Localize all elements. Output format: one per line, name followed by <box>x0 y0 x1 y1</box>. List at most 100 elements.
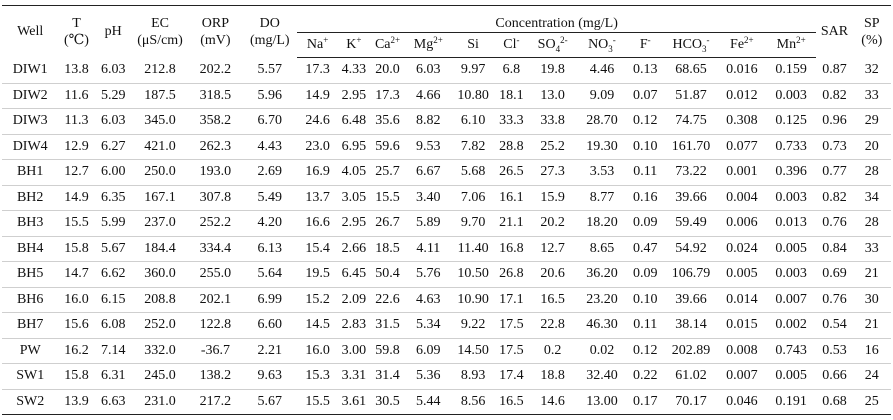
value-cell: 36.20 <box>577 261 627 288</box>
value-cell: 6.13 <box>242 236 297 262</box>
value-cell: 4.20 <box>242 210 297 237</box>
value-cell: 0.82 <box>816 83 853 109</box>
value-cell: 5.36 <box>405 363 451 390</box>
value-cell: 122.8 <box>188 312 243 339</box>
value-cell: 7.14 <box>94 338 132 364</box>
value-cell: 334.4 <box>188 236 243 262</box>
value-cell: 24.6 <box>296 108 339 135</box>
ion-charge: - <box>516 35 520 45</box>
well-name-cell: BH4 <box>2 236 59 262</box>
value-cell: 21 <box>852 261 891 288</box>
ion-charge: + <box>323 35 329 45</box>
value-cell: 14.50 <box>450 338 496 364</box>
value-cell: 9.70 <box>450 210 496 237</box>
value-cell: 16.2 <box>58 338 95 364</box>
ion-subscript: 3 <box>702 43 707 54</box>
value-cell: 5.68 <box>450 159 496 186</box>
value-cell: 46.30 <box>577 312 627 339</box>
ion-charge: - <box>612 34 616 45</box>
value-cell: 0.11 <box>626 312 665 339</box>
value-cell: 18.8 <box>527 363 578 390</box>
value-cell: 3.61 <box>338 389 370 415</box>
value-cell: 50.4 <box>369 261 406 288</box>
value-cell: 0.005 <box>766 363 817 390</box>
well-name-cell: BH3 <box>2 210 59 237</box>
value-cell: 0.014 <box>717 287 766 313</box>
value-cell: 15.2 <box>296 287 339 313</box>
value-cell: 0.10 <box>626 134 665 160</box>
value-cell: 10.80 <box>450 83 496 109</box>
value-cell: 24 <box>852 363 891 390</box>
value-cell: 15.6 <box>58 312 95 339</box>
value-cell: 15.5 <box>58 210 95 237</box>
value-cell: 28.70 <box>577 108 627 135</box>
value-cell: 4.66 <box>405 83 451 109</box>
header-sp-unit: (%) <box>861 32 883 48</box>
value-cell: 21 <box>852 312 891 339</box>
value-cell: 15.5 <box>369 185 406 211</box>
header-ec-label: EC <box>151 15 169 31</box>
value-cell: 29 <box>852 108 891 135</box>
value-cell: 6.63 <box>94 389 132 415</box>
water-quality-table: Well T (℃) pH EC (μS/cm) ORP (mV) DO (mg… <box>2 5 891 415</box>
value-cell: 22.6 <box>369 287 406 313</box>
ion-symbol: SO <box>537 36 556 52</box>
value-cell: 6.03 <box>94 108 132 135</box>
table-row: PW 16.2 7.14 332.0 -36.7 2.21 16.0 3.00 59.8 6.09… <box>2 338 891 364</box>
value-cell: 6.99 <box>242 287 297 313</box>
table-row: SW1 15.8 6.31 245.0 138.2 9.63 15.3 3.31 31.4 5.3… <box>2 363 891 390</box>
value-cell: 6.35 <box>94 185 132 211</box>
ion-symbol: Na <box>306 37 324 52</box>
well-name-cell: BH5 <box>2 261 59 288</box>
value-cell: 202.1 <box>188 287 243 313</box>
well-name-cell: DIW2 <box>2 83 59 109</box>
ion-charge: 2+ <box>744 35 754 45</box>
header-sp-label: SP <box>864 15 880 31</box>
header-ion-hco: HCO3- <box>664 32 718 58</box>
value-cell: 10.50 <box>450 261 496 288</box>
value-cell: 31.4 <box>369 363 406 390</box>
header-concentration: Concentration (mg/L) <box>296 5 817 33</box>
value-cell: 0.73 <box>816 134 853 160</box>
value-cell: 184.4 <box>131 236 189 262</box>
value-cell: 0.82 <box>816 185 853 211</box>
value-cell: 0.308 <box>717 108 766 135</box>
value-cell: 12.7 <box>58 159 95 186</box>
value-cell: 38.14 <box>664 312 718 339</box>
value-cell: 6.70 <box>242 108 297 135</box>
value-cell: 5.64 <box>242 261 297 288</box>
value-cell: 318.5 <box>188 83 243 109</box>
value-cell: 0.004 <box>717 185 766 211</box>
well-name-cell: BH2 <box>2 185 59 211</box>
value-cell: 245.0 <box>131 363 189 390</box>
value-cell: 6.15 <box>94 287 132 313</box>
value-cell: 30 <box>852 287 891 313</box>
well-name-cell: DIW3 <box>2 108 59 135</box>
ion-symbol: F <box>639 37 648 52</box>
value-cell: 17.3 <box>296 57 339 84</box>
value-cell: 26.7 <box>369 210 406 237</box>
value-cell: 20.0 <box>369 57 406 84</box>
value-cell: 17.4 <box>495 363 528 390</box>
ion-symbol: NO <box>588 36 609 52</box>
value-cell: 19.8 <box>527 57 578 84</box>
table-row: SW2 13.9 6.63 231.0 217.2 5.67 15.5 3.61 30.5 5.4… <box>2 389 891 415</box>
table-row: BH1 12.7 6.00 250.0 193.0 2.69 16.9 4.05 25.7 6.6… <box>2 159 891 186</box>
value-cell: 0.013 <box>766 210 817 237</box>
value-cell: 345.0 <box>131 108 189 135</box>
value-cell: 0.743 <box>766 338 817 364</box>
value-cell: 0.003 <box>766 185 817 211</box>
header-ec-unit: (μS/cm) <box>137 32 183 48</box>
value-cell: 138.2 <box>188 363 243 390</box>
value-cell: 3.40 <box>405 185 451 211</box>
value-cell: 4.05 <box>338 159 370 186</box>
value-cell: 2.95 <box>338 83 370 109</box>
value-cell: 59.8 <box>369 338 406 364</box>
value-cell: 332.0 <box>131 338 189 364</box>
well-name-cell: BH1 <box>2 159 59 186</box>
value-cell: 12.9 <box>58 134 95 160</box>
value-cell: 202.89 <box>664 338 718 364</box>
value-cell: 5.76 <box>405 261 451 288</box>
value-cell: 0.046 <box>717 389 766 415</box>
value-cell: 9.63 <box>242 363 297 390</box>
